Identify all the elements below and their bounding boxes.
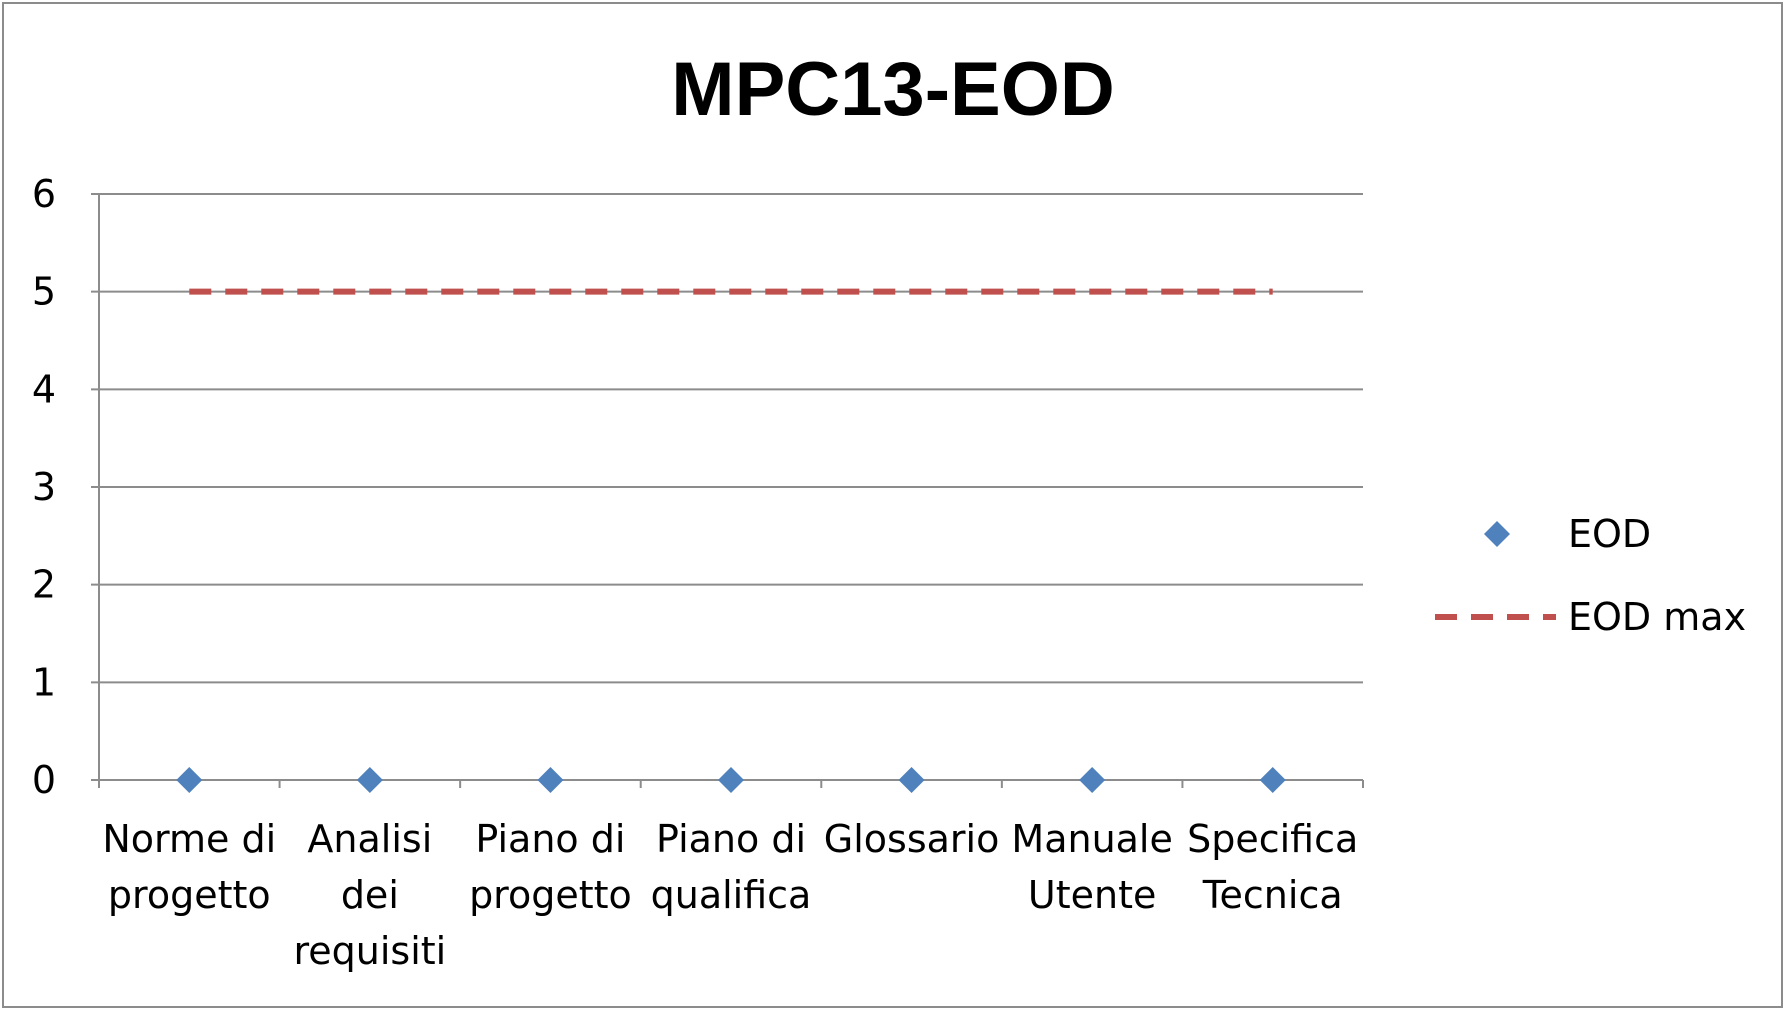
y-tick-label-3: 3: [32, 465, 56, 509]
x-tick-label-4: Glossario: [824, 817, 1000, 861]
legend: EOD EOD max: [1435, 512, 1746, 639]
axes: [98, 194, 1364, 788]
chart-title: MPC13-EOD: [671, 47, 1114, 132]
y-tick-label-4: 4: [32, 367, 56, 411]
eod-point-1: [356, 767, 383, 793]
eod-point-4: [898, 767, 925, 793]
y-tick-label-1: 1: [32, 660, 56, 704]
grid-lines: [91, 193, 1363, 781]
legend-symbol-eod: [1484, 521, 1510, 547]
x-tick-label-5: Manuale Utente: [1011, 817, 1172, 917]
y-tick-label-5: 5: [32, 270, 56, 314]
eod-point-0: [176, 767, 203, 793]
x-tick-label-6: Specifica Tecnica: [1187, 817, 1358, 917]
y-tick-labels: 0 1 2 3 4 5 6: [32, 172, 56, 802]
y-tick-label-2: 2: [32, 563, 56, 607]
y-tick-label-0: 0: [32, 758, 56, 802]
x-tick-label-3: Piano di qualifica: [651, 817, 812, 917]
eod-point-3: [718, 767, 744, 793]
x-tick-label-1: Analisi dei requisiti: [293, 817, 446, 973]
y-tick-label-6: 6: [32, 172, 56, 216]
x-tick-label-0: Norme di progetto: [102, 817, 276, 917]
eod-point-2: [537, 767, 564, 793]
legend-label-0: EOD: [1568, 512, 1651, 556]
series: [176, 288, 1286, 793]
eod-point-6: [1259, 767, 1286, 793]
legend-label-1: EOD max: [1568, 595, 1746, 639]
x-tick-label-2: Piano di progetto: [469, 817, 632, 917]
eod-point-5: [1079, 767, 1106, 793]
